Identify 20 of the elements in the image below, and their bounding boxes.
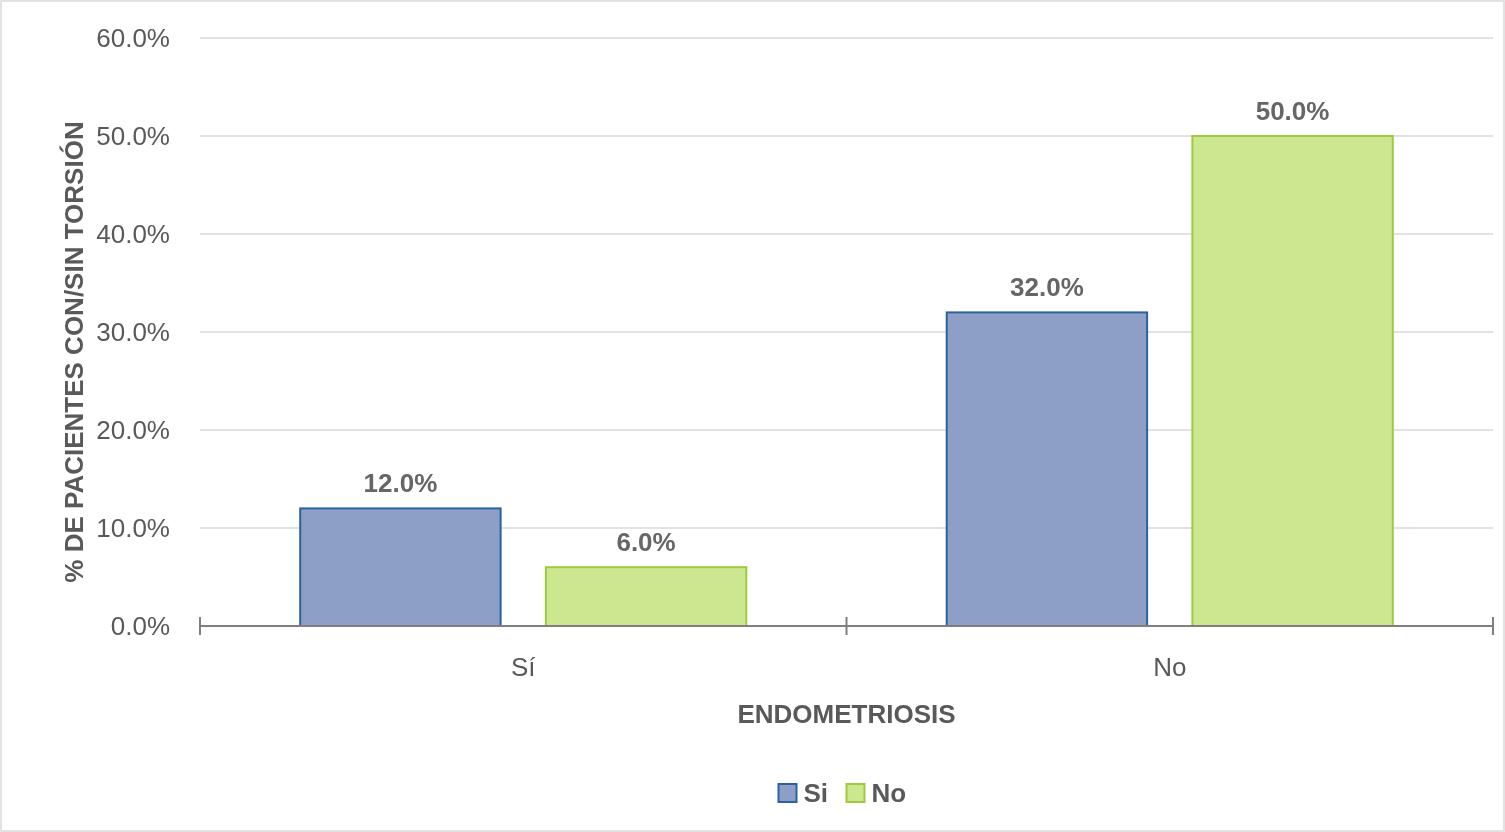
data-label: 50.0% (1255, 96, 1330, 126)
bar (945, 311, 1149, 627)
x-tick-label: Sí (510, 652, 537, 682)
data-label: 6.0% (616, 527, 676, 558)
y-tick-label: 20.0% (96, 415, 170, 446)
data-label: 12.0% (363, 468, 438, 499)
y-tick-label: 10.0% (96, 513, 170, 544)
bar (1191, 135, 1394, 627)
y-tick-label: 40.0% (96, 219, 170, 250)
y-tick-label: 50.0% (96, 121, 170, 152)
legend-label: Si (803, 778, 829, 809)
bar (299, 507, 502, 627)
data-label: 32.0% (1010, 272, 1084, 303)
y-tick-label: 0.0% (110, 611, 170, 642)
x-axis-title: ENDOMETRIOSIS (737, 699, 956, 729)
y-tick-label: 60.0% (96, 23, 170, 54)
bar (544, 566, 748, 627)
y-tick-label: 30.0% (96, 317, 170, 348)
y-axis-title: % DE PACIENTES CON/SIN TORSIÓN (59, 121, 90, 583)
legend-label: No (871, 778, 907, 809)
